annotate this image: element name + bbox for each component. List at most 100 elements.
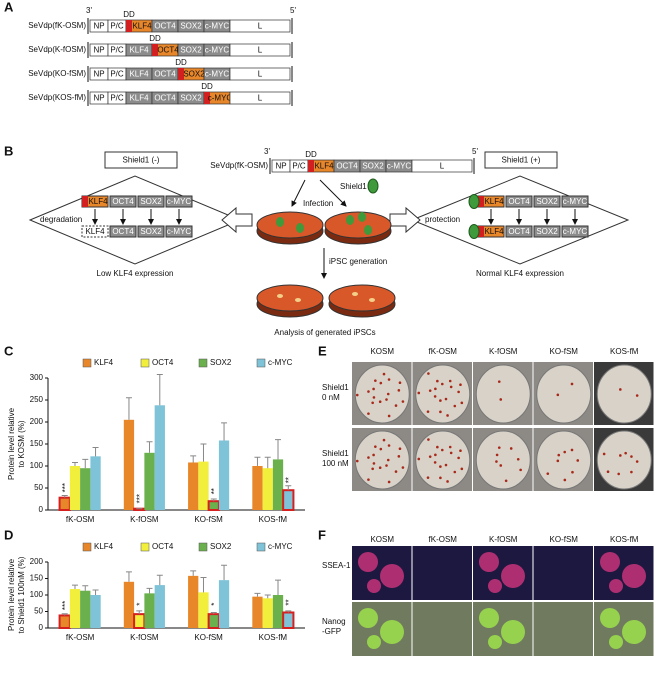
well xyxy=(475,364,531,424)
colony xyxy=(606,470,610,473)
construct-name: SeVdp(KOS-fM) xyxy=(28,93,86,102)
colony xyxy=(516,457,520,461)
error-bar xyxy=(136,610,143,615)
legend-label: OCT4 xyxy=(152,542,174,551)
colony xyxy=(427,438,430,441)
colony xyxy=(417,391,421,395)
colony xyxy=(439,476,442,480)
bar xyxy=(90,595,101,628)
error-bar xyxy=(264,456,271,469)
colony xyxy=(440,448,444,452)
dd-label: DD xyxy=(201,82,213,91)
colony xyxy=(397,455,401,458)
column-header: fK-OSM xyxy=(429,535,458,544)
gene-box xyxy=(561,195,589,208)
legend-swatch xyxy=(140,542,150,552)
colony xyxy=(401,466,405,469)
gfp-colony xyxy=(380,620,404,644)
gfp-colony xyxy=(609,635,623,649)
bar xyxy=(69,589,81,628)
error-bar xyxy=(210,611,217,615)
colony xyxy=(457,456,460,460)
legend-label: c-MYC xyxy=(268,358,293,367)
construct-name: SeVdp(K-fOSM) xyxy=(28,45,86,54)
dd-tag xyxy=(178,68,184,80)
row-label: SSEA-1 xyxy=(322,561,351,570)
gene-label: SOX2 xyxy=(140,227,162,236)
colony xyxy=(387,414,391,418)
gfp-colony xyxy=(367,635,381,649)
error-bar xyxy=(156,574,163,586)
colony xyxy=(385,464,388,467)
step-label: degradation xyxy=(40,215,82,224)
gfp-colony xyxy=(622,620,646,644)
colony xyxy=(394,470,398,473)
gene-label: SOX2 xyxy=(140,197,162,206)
dd-tag xyxy=(126,20,132,32)
dd-label: DD xyxy=(305,150,317,159)
gene-label: NP xyxy=(93,46,104,55)
bar xyxy=(154,405,165,510)
colony xyxy=(417,457,421,461)
end-label: 5' xyxy=(290,6,296,15)
colony xyxy=(563,450,567,454)
y-tick-label: 50 xyxy=(34,607,43,616)
dd-label: DD xyxy=(149,34,161,43)
y-tick-label: 200 xyxy=(30,417,44,426)
y-tick-label: 300 xyxy=(30,373,44,382)
colony xyxy=(387,444,391,447)
legend-swatch xyxy=(82,358,92,368)
y-tick-label: 100 xyxy=(30,590,44,599)
y-tick-label: 0 xyxy=(39,505,44,514)
legend-swatch xyxy=(198,542,208,552)
hollow-arrow xyxy=(221,206,253,234)
colony xyxy=(382,438,386,442)
colony xyxy=(497,380,501,383)
gene-box xyxy=(505,195,533,208)
dish xyxy=(324,211,392,239)
bar xyxy=(123,581,135,628)
colony xyxy=(449,385,453,389)
dish xyxy=(328,284,396,312)
legend-label: SOX2 xyxy=(210,358,232,367)
legend-swatch xyxy=(82,542,92,552)
gene-label: c-MYC xyxy=(205,22,230,31)
gfp-colony xyxy=(488,635,502,649)
colony xyxy=(385,398,388,401)
bar xyxy=(252,466,263,510)
row-label: Nanog xyxy=(322,617,346,626)
bar xyxy=(207,500,220,512)
x-tick-label: KO-fSM xyxy=(194,633,223,642)
colony xyxy=(619,388,622,391)
column-header: KO-fSM xyxy=(550,535,579,544)
error-bar xyxy=(254,592,261,597)
colony xyxy=(449,451,453,455)
gfp-colony xyxy=(358,608,378,628)
gene-label: NP xyxy=(93,70,104,79)
gene-label: OCT4 xyxy=(336,162,358,171)
colony xyxy=(617,472,620,476)
gene-label: OCT4 xyxy=(154,22,176,31)
dd-tag xyxy=(82,196,88,207)
x-tick-label: K-fOSM xyxy=(130,633,159,642)
colony xyxy=(372,396,376,399)
legend-label: SOX2 xyxy=(210,542,232,551)
colony xyxy=(576,459,580,462)
gene-box xyxy=(229,91,291,105)
gene-label: P/C xyxy=(110,94,124,103)
column-header: KOS-fM xyxy=(610,535,639,544)
significance: ** xyxy=(284,477,293,483)
gene-label: KLF4 xyxy=(314,162,334,171)
x-tick-label: KO-fSM xyxy=(194,515,223,524)
gene-box xyxy=(505,225,533,238)
dd-tag xyxy=(478,226,484,237)
colony xyxy=(433,395,437,398)
ssea1-colony xyxy=(488,579,502,593)
colony xyxy=(379,381,383,385)
gene-label: P/C xyxy=(110,70,124,79)
shield1-ligand xyxy=(468,194,480,209)
arrow xyxy=(291,179,306,207)
colony xyxy=(459,449,462,453)
colony xyxy=(570,448,574,452)
panel-label: F xyxy=(318,527,326,542)
